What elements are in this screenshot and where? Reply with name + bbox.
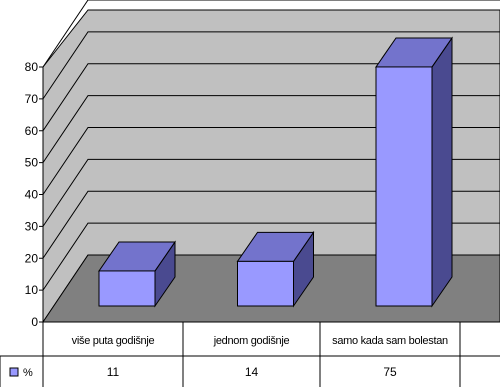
y-tick-label: 50 [25,156,39,170]
y-tick-label: 70 [25,92,39,106]
category-labels: više puta godišnje jednom godišnje samo ka… [72,335,449,347]
gridline [42,0,500,68]
bar-side [431,36,453,308]
gridline [42,31,500,100]
bar-front [237,260,294,307]
gridline [42,222,500,291]
category-label: jednom godišnje [213,335,290,347]
y-axis-ticks: 0 10 20 30 40 50 60 70 80 [25,60,43,329]
bar [375,36,453,308]
y-tick-label: 30 [25,219,39,233]
gridline [42,190,500,259]
y-tick-label: 60 [25,124,39,138]
legend-swatch [9,367,19,377]
category-label: više puta godišnje [72,335,155,347]
gridline [42,158,500,227]
value-label: 75 [383,365,397,379]
bar [236,230,315,308]
gridline [42,95,500,163]
y-tick-label: 20 [25,251,39,265]
gridline [42,127,500,195]
gridline [42,63,500,132]
value-labels: 11 14 75 [107,365,397,379]
y-tick-label: 0 [31,315,38,329]
bar-front [375,66,433,307]
data-table [0,322,500,387]
value-label: 11 [107,365,120,379]
gridlines [42,0,500,291]
category-label: samo kada sam bolestan [332,335,448,347]
y-tick-label: 10 [25,283,39,297]
value-label: 14 [245,365,259,379]
legend-label: % [23,367,33,379]
y-tick-label: 40 [25,188,39,202]
bars [98,36,453,308]
bar-front [98,270,156,307]
y-tick-label: 80 [25,60,39,74]
bar [98,240,176,308]
